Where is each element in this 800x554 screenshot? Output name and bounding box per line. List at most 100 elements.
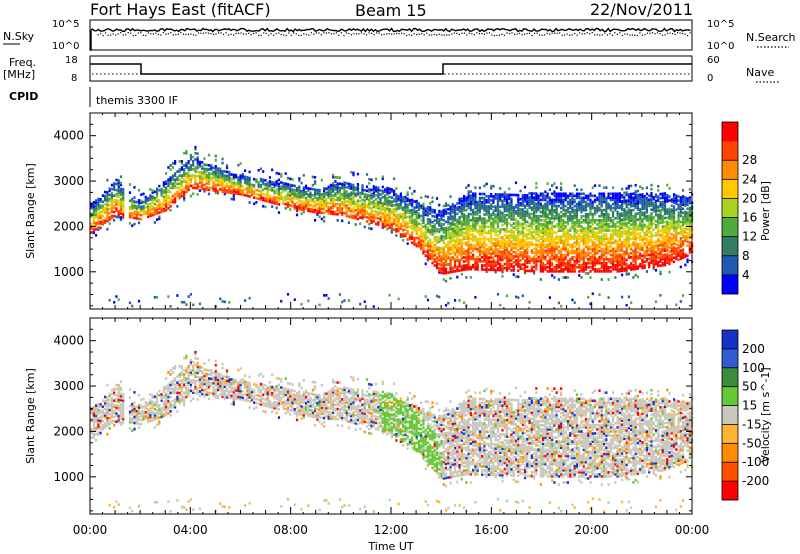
power-cell: [625, 225, 628, 229]
power-cell: [494, 248, 497, 251]
power-cell: [551, 274, 554, 277]
power-cell: [462, 207, 466, 210]
power-cell: [131, 197, 134, 201]
power-cell: [309, 197, 312, 201]
power-cell: [221, 161, 224, 165]
power-cell: [616, 241, 619, 245]
power-cell: [472, 227, 475, 230]
power-cell: [587, 212, 590, 216]
power-cell: [119, 191, 123, 195]
power-cell: [144, 206, 147, 209]
power-cell: [492, 258, 495, 262]
power-cell: [564, 233, 567, 236]
nsearch-dot: [135, 34, 137, 37]
power-cell: [589, 202, 592, 206]
power-cell: [548, 245, 551, 249]
power-cell: [503, 246, 506, 250]
power-cell: [399, 227, 402, 230]
power-cell: [532, 271, 536, 275]
power-cell: [600, 214, 603, 218]
power-cell: [399, 192, 402, 196]
power-cell: [453, 259, 457, 263]
power-cell: [456, 265, 459, 269]
power-cell: [277, 198, 281, 202]
power-cell: [596, 247, 599, 251]
power-cell: [338, 209, 342, 212]
power-cell: [496, 242, 500, 245]
power-cell: [503, 199, 506, 203]
power-cell: [528, 200, 531, 203]
power-cell: [512, 273, 515, 276]
power-cell: [140, 207, 143, 211]
power-cell: [528, 269, 531, 273]
power-cell: [641, 197, 644, 200]
power-cell: [607, 241, 610, 245]
nsearch-dot: [413, 33, 415, 35]
power-cell: [341, 182, 344, 186]
power-cell: [458, 205, 461, 209]
power-cell: [548, 198, 551, 202]
power-cell: [435, 240, 439, 243]
power-cell: [117, 189, 120, 192]
power-cell: [602, 221, 606, 224]
power-cell: [415, 210, 418, 213]
power-cell: [462, 260, 466, 263]
power-cell: [469, 206, 472, 210]
power-cell: [110, 191, 114, 195]
power-cell: [639, 232, 642, 235]
power-cell: [465, 225, 468, 228]
power-cell: [390, 188, 393, 191]
power-cell: [496, 211, 500, 215]
power-cell: [347, 299, 351, 302]
power-cell: [291, 200, 294, 204]
power-cell: [275, 192, 278, 195]
power-cell: [526, 232, 529, 236]
power-cell: [517, 269, 520, 272]
power-cell: [517, 296, 520, 299]
power-cell: [113, 200, 116, 204]
power-cell: [492, 268, 495, 272]
power-cell: [444, 263, 448, 267]
power-cell: [474, 204, 477, 208]
power-cell: [176, 294, 179, 297]
power-cell: [456, 238, 459, 242]
power-cell: [160, 202, 163, 206]
power-cell: [532, 243, 536, 246]
power-cell: [323, 197, 326, 201]
power-cell: [406, 203, 409, 207]
power-cell: [566, 237, 570, 241]
power-cell: [472, 255, 475, 259]
power-cell: [377, 204, 380, 208]
power-cell: [431, 200, 434, 204]
power-cell: [562, 208, 565, 212]
power-cell: [483, 223, 486, 227]
power-cell: [591, 227, 594, 230]
power-cell: [560, 192, 563, 196]
power-cell: [584, 214, 588, 218]
power-cell: [503, 193, 506, 197]
power-cell: [354, 208, 357, 212]
power-cell: [630, 200, 633, 204]
power-cell: [438, 224, 441, 227]
power-cell: [350, 215, 353, 219]
power-cell: [435, 262, 439, 266]
power-cell: [605, 219, 608, 222]
power-cell: [483, 235, 486, 239]
power-cell: [327, 297, 330, 300]
power-cell: [569, 263, 572, 267]
power-cell: [634, 261, 637, 265]
power-cell: [596, 227, 599, 230]
power-cell: [512, 254, 515, 258]
power-cell: [523, 249, 527, 252]
power-cell: [616, 225, 619, 228]
power-cell: [530, 218, 533, 222]
nsearch-dot: [305, 33, 307, 36]
power-cell: [611, 196, 615, 200]
power-cell: [313, 176, 317, 179]
power-cell: [510, 228, 513, 231]
power-cell: [442, 223, 445, 226]
power-cell: [605, 212, 608, 216]
power-cell: [262, 180, 265, 184]
nsearch-dot: [544, 34, 546, 36]
power-cell: [532, 261, 536, 265]
